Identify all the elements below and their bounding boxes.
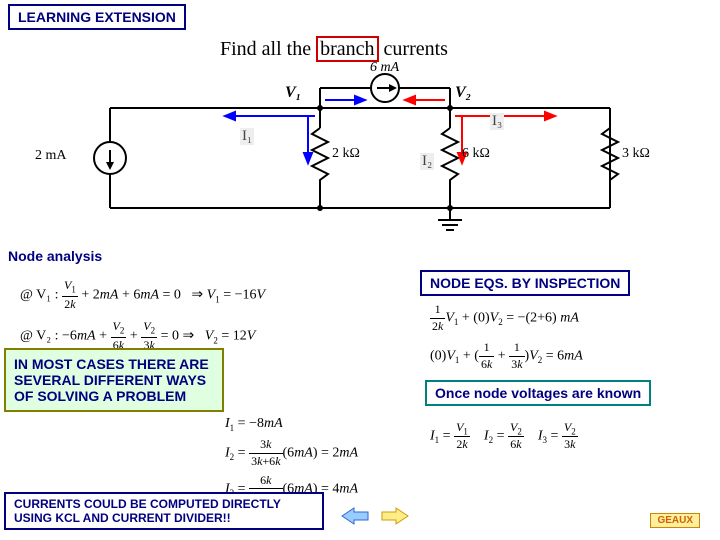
node-eqs-inspection-box: NODE EQS. BY INSPECTION xyxy=(420,270,630,296)
current-formulas-right: I1 = V12k I2 = V26k I3 = V23k xyxy=(430,420,578,452)
at-v2: @ V₂ : xyxy=(20,328,59,343)
inspection-equations: 12kV1 + (0)V2 = −(2+6) mA (0)V1 + (16k +… xyxy=(430,302,583,378)
node-analysis-label: Node analysis xyxy=(8,248,102,264)
node-eqs-text: NODE EQS. BY INSPECTION xyxy=(430,275,620,291)
currents-kcl-note: CURRENTS COULD BE COMPUTED DIRECTLY USIN… xyxy=(4,492,324,530)
node-v2-label: V₂ xyxy=(455,84,471,102)
nav-arrows[interactable] xyxy=(340,505,410,530)
title-text: LEARNING EXTENSION xyxy=(18,9,176,25)
currents-kcl-text: CURRENTS COULD BE COMPUTED DIRECTLY USIN… xyxy=(14,497,281,525)
circuit-diagram: 2 mA 6 mA V₁ V₂ I₁ I₂ I₃ 2 kΩ 6 kΩ 3 kΩ xyxy=(90,58,650,238)
geaux-text: GEAUX xyxy=(657,515,693,526)
r1-label: 2 kΩ xyxy=(332,146,360,162)
learning-extension-title: LEARNING EXTENSION xyxy=(8,4,186,30)
i3-label: I₃ xyxy=(490,113,504,130)
src-6ma-label: 6 mA xyxy=(370,60,399,76)
once-node-text: Once node voltages are known xyxy=(435,385,641,401)
most-cases-note: IN MOST CASES THERE ARE SEVERAL DIFFEREN… xyxy=(4,348,224,412)
i2-label: I₂ xyxy=(420,153,434,170)
i1-label: I₁ xyxy=(240,128,254,145)
most-cases-text: IN MOST CASES THERE ARE SEVERAL DIFFEREN… xyxy=(14,356,209,404)
src-2ma-label: 2 mA xyxy=(35,148,67,164)
at-v1: @ V₁ : xyxy=(20,288,59,303)
geaux-badge: GEAUX xyxy=(650,513,700,528)
prompt-pre: Find all the xyxy=(220,38,316,60)
prompt-post: currents xyxy=(379,38,448,60)
node-v1-label: V₁ xyxy=(285,84,301,102)
r3-label: 3 kΩ xyxy=(622,146,650,162)
r2-label: 6 kΩ xyxy=(462,146,490,162)
once-node-voltages-box: Once node voltages are known xyxy=(425,380,651,406)
